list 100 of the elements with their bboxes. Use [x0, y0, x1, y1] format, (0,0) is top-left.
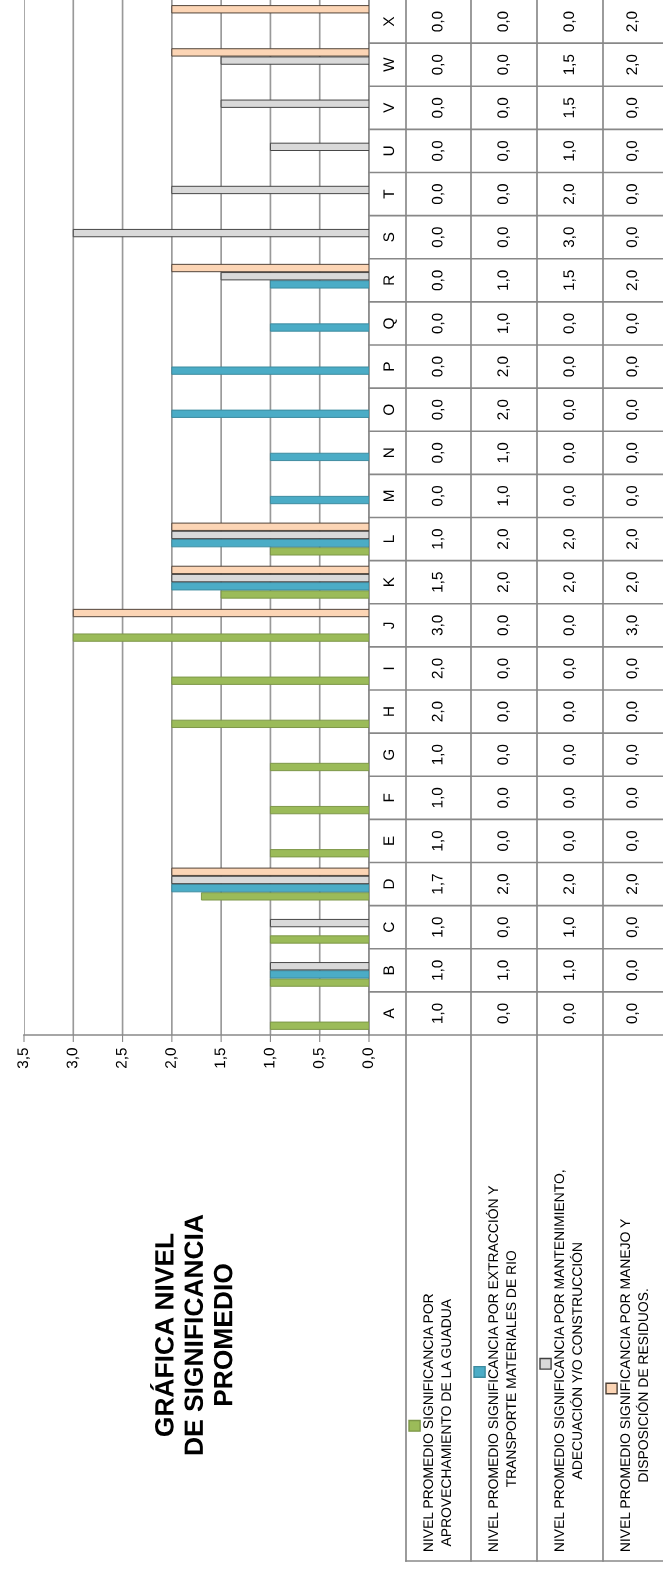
bar — [171, 719, 369, 729]
data-label: 0,0 — [563, 701, 576, 722]
bar — [269, 323, 369, 332]
data-label: 1,5 — [563, 97, 576, 118]
bar — [269, 918, 369, 928]
text: GRÁFICA NIVEL DE SIGNIFICANCIA PROMEDIO — [150, 1214, 233, 1455]
data-label: 1,0 — [563, 960, 576, 980]
data-label: 0,0 — [497, 658, 510, 679]
bar — [269, 962, 369, 971]
data-label: 0,0 — [431, 399, 445, 420]
y-tick-label: S — [383, 232, 395, 242]
data-label: 2,0 — [497, 399, 510, 420]
data-label: 1,0 — [431, 960, 445, 980]
bar — [269, 762, 369, 772]
bar — [72, 228, 369, 238]
data-label: 1,7 — [431, 874, 445, 894]
data-label: 0,0 — [626, 227, 639, 248]
data-label: 0,0 — [626, 1003, 639, 1024]
data-label: 0,0 — [497, 227, 510, 248]
data-label: 3,0 — [563, 227, 576, 248]
data-label: 0,0 — [563, 830, 576, 851]
bar — [72, 633, 369, 642]
bar — [269, 1021, 369, 1030]
data-label: 0,0 — [431, 227, 445, 248]
y-tick-label: E — [383, 836, 394, 845]
data-label: 2,0 — [626, 572, 639, 593]
x-tick-label: 2,0 — [165, 1048, 178, 1068]
data-label: 1,0 — [431, 830, 445, 851]
data-label: 2,0 — [626, 11, 639, 32]
y-tick-label: G — [383, 749, 395, 760]
data-label: 2,0 — [626, 54, 639, 75]
bar — [171, 676, 369, 685]
bar — [171, 582, 369, 591]
y-tick-label: L — [383, 535, 394, 543]
data-label: 0,0 — [626, 97, 639, 118]
data-label: 1,0 — [563, 140, 576, 161]
data-label: 1,5 — [431, 572, 445, 592]
bar — [72, 608, 369, 618]
x-tick-label: 0,5 — [313, 1048, 326, 1069]
y-tick-label: R — [383, 275, 394, 285]
data-label: 0,0 — [626, 787, 639, 808]
bar — [269, 935, 369, 944]
bar — [220, 590, 369, 599]
data-label: 0,0 — [563, 787, 576, 808]
data-label: 0,0 — [431, 184, 445, 205]
x-tick-label: 3,5 — [17, 1048, 30, 1069]
data-label: 0,0 — [431, 54, 445, 75]
data-label: 0,0 — [626, 960, 639, 981]
data-label: 1,0 — [431, 917, 445, 937]
y-tick-label: I — [383, 667, 394, 670]
bar — [200, 892, 369, 901]
bar — [269, 970, 369, 979]
data-label: 1,5 — [563, 54, 576, 75]
data-label: 0,0 — [626, 701, 639, 722]
legend-label: NIVEL PROMEDIO SIGNIFICANCIA POR EXTRACCIÓN Y TRANSPORTE MATERIALES DE RIO — [485, 1185, 517, 1551]
data-label: 0,0 — [626, 356, 639, 377]
data-label: 0,0 — [431, 97, 445, 118]
bar — [269, 547, 369, 556]
bar — [171, 185, 369, 195]
data-label: 1,0 — [497, 442, 510, 463]
data-label: 1,0 — [431, 787, 445, 808]
data-label: 0,0 — [563, 658, 576, 679]
data-label: 0,0 — [431, 270, 445, 291]
x-tick-label: 1,0 — [263, 1048, 277, 1068]
data-label: 0,0 — [563, 356, 576, 377]
data-label: 0,0 — [431, 485, 445, 506]
data-label: 2,0 — [563, 572, 576, 593]
data-label: 2,0 — [563, 184, 576, 204]
data-label: 0,0 — [563, 1003, 576, 1024]
data-label: 2,0 — [431, 658, 445, 679]
data-label: 1,0 — [497, 485, 510, 506]
data-label: 2,0 — [497, 874, 510, 894]
data-label: 0,0 — [497, 54, 510, 75]
bar — [269, 280, 369, 289]
data-label: 0,0 — [626, 744, 639, 765]
legend-label: NIVEL PROMEDIO SIGNIFICANCIA POR APROVECHAMIENTO DE LA GUADUA — [423, 1293, 452, 1551]
data-label: 1,0 — [431, 1003, 445, 1023]
y-tick-label: T — [383, 189, 394, 199]
data-label: 1,0 — [563, 917, 576, 937]
data-label: 2,0 — [431, 701, 445, 722]
bar — [171, 539, 369, 548]
data-label: 0,0 — [563, 399, 576, 420]
data-label: 0,0 — [626, 442, 639, 463]
data-label: 2,0 — [563, 874, 576, 894]
data-label: 2,0 — [626, 270, 639, 291]
bar — [220, 99, 369, 108]
y-tick-label: P — [383, 362, 394, 371]
data-label: 3,0 — [626, 615, 639, 636]
data-label: 0,0 — [497, 140, 510, 161]
bar — [269, 978, 369, 987]
data-label: 0,0 — [497, 97, 510, 118]
data-label: 0,0 — [626, 140, 639, 161]
data-label: 1,0 — [497, 960, 510, 980]
data-label: 0,0 — [563, 485, 576, 506]
y-tick-label: U — [383, 146, 395, 156]
data-label: 0,0 — [497, 11, 510, 32]
x-tick-label: 0,0 — [362, 1048, 375, 1069]
x-tick-label: 2,5 — [115, 1048, 129, 1068]
data-label: 0,0 — [431, 356, 445, 377]
data-label: 0,0 — [497, 184, 510, 205]
